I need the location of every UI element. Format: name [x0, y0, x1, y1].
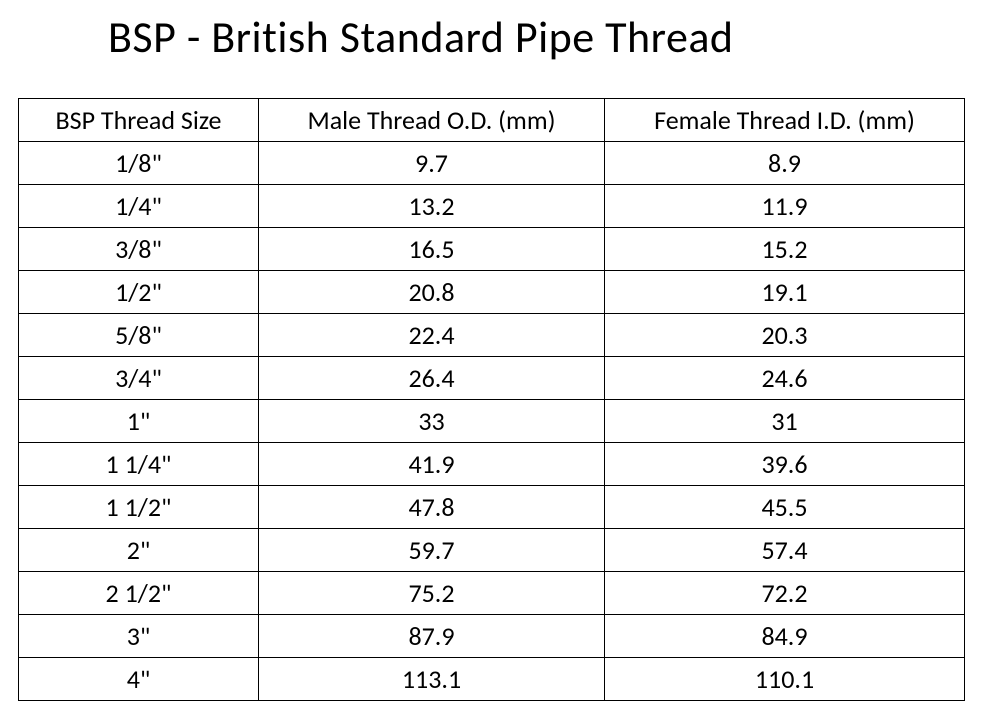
table-row: 3" 87.9 84.9	[19, 615, 965, 658]
cell-male-od: 20.8	[259, 271, 605, 314]
table-row: 2" 59.7 57.4	[19, 529, 965, 572]
cell-male-od: 75.2	[259, 572, 605, 615]
cell-male-od: 13.2	[259, 185, 605, 228]
table-row: 1" 33 31	[19, 400, 965, 443]
table-header-row: BSP Thread Size Male Thread O.D. (mm) Fe…	[19, 99, 965, 142]
cell-size: 3"	[19, 615, 259, 658]
cell-female-id: 24.6	[605, 357, 965, 400]
table-row: 1 1/4" 41.9 39.6	[19, 443, 965, 486]
cell-size: 4"	[19, 658, 259, 701]
cell-male-od: 9.7	[259, 142, 605, 185]
cell-male-od: 113.1	[259, 658, 605, 701]
cell-size: 1 1/2"	[19, 486, 259, 529]
cell-male-od: 22.4	[259, 314, 605, 357]
cell-male-od: 59.7	[259, 529, 605, 572]
col-header-female-id: Female Thread I.D. (mm)	[605, 99, 965, 142]
table-row: 4" 113.1 110.1	[19, 658, 965, 701]
table-row: 3/4" 26.4 24.6	[19, 357, 965, 400]
cell-male-od: 41.9	[259, 443, 605, 486]
cell-size: 1/4"	[19, 185, 259, 228]
table-row: 1 1/2" 47.8 45.5	[19, 486, 965, 529]
cell-size: 1 1/4"	[19, 443, 259, 486]
cell-male-od: 47.8	[259, 486, 605, 529]
cell-female-id: 20.3	[605, 314, 965, 357]
bsp-thread-table: BSP Thread Size Male Thread O.D. (mm) Fe…	[18, 98, 965, 701]
cell-female-id: 45.5	[605, 486, 965, 529]
cell-male-od: 33	[259, 400, 605, 443]
table-row: 5/8" 22.4 20.3	[19, 314, 965, 357]
cell-female-id: 57.4	[605, 529, 965, 572]
cell-size: 3/8"	[19, 228, 259, 271]
table-row: 1/8" 9.7 8.9	[19, 142, 965, 185]
table-row: 2 1/2" 75.2 72.2	[19, 572, 965, 615]
cell-female-id: 15.2	[605, 228, 965, 271]
table-row: 1/4" 13.2 11.9	[19, 185, 965, 228]
cell-size: 1/2"	[19, 271, 259, 314]
cell-female-id: 110.1	[605, 658, 965, 701]
col-header-male-od: Male Thread O.D. (mm)	[259, 99, 605, 142]
cell-size: 1/8"	[19, 142, 259, 185]
page: BSP - British Standard Pipe Thread BSP T…	[0, 0, 984, 721]
cell-female-id: 19.1	[605, 271, 965, 314]
table-row: 1/2" 20.8 19.1	[19, 271, 965, 314]
cell-male-od: 26.4	[259, 357, 605, 400]
cell-male-od: 87.9	[259, 615, 605, 658]
cell-female-id: 31	[605, 400, 965, 443]
cell-size: 1"	[19, 400, 259, 443]
cell-size: 3/4"	[19, 357, 259, 400]
cell-female-id: 72.2	[605, 572, 965, 615]
cell-size: 2 1/2"	[19, 572, 259, 615]
cell-male-od: 16.5	[259, 228, 605, 271]
cell-female-id: 84.9	[605, 615, 965, 658]
cell-size: 5/8"	[19, 314, 259, 357]
table-row: 3/8" 16.5 15.2	[19, 228, 965, 271]
page-title: BSP - British Standard Pipe Thread	[18, 10, 966, 64]
col-header-size: BSP Thread Size	[19, 99, 259, 142]
cell-female-id: 8.9	[605, 142, 965, 185]
cell-size: 2"	[19, 529, 259, 572]
cell-female-id: 11.9	[605, 185, 965, 228]
cell-female-id: 39.6	[605, 443, 965, 486]
